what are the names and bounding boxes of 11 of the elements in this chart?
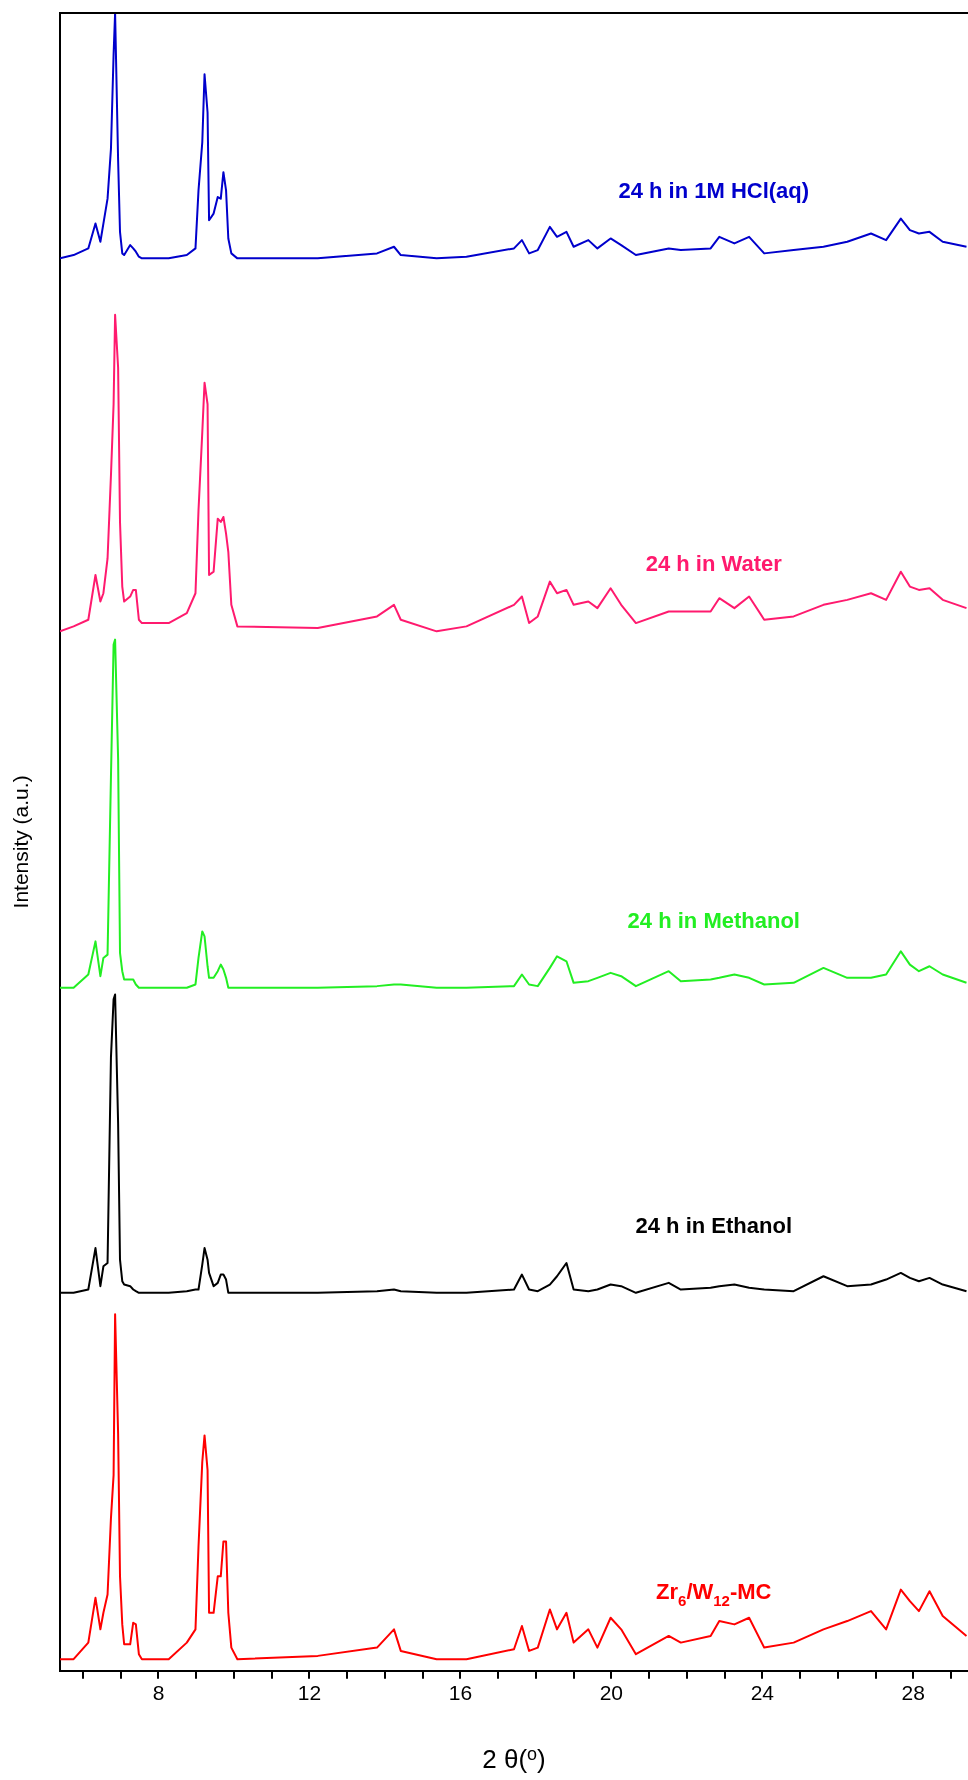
series-label: 24 h in Water [645, 551, 783, 577]
x-tick-label: 28 [901, 1681, 925, 1705]
x-tick-label: 24 [750, 1681, 775, 1705]
x-tick-label: 12 [297, 1681, 322, 1705]
series-label: 24 h in 1M HCl(aq) [618, 178, 810, 204]
x-tick-label: 20 [599, 1681, 624, 1705]
x-tick-label: 8 [152, 1681, 165, 1705]
y-axis-title: Intensity (a.u.) [9, 775, 32, 909]
text: 24 h in Ethanol [635, 1212, 792, 1238]
series-label: 24 h in Methanol [627, 907, 800, 933]
x-tick-label: 16 [448, 1681, 473, 1705]
